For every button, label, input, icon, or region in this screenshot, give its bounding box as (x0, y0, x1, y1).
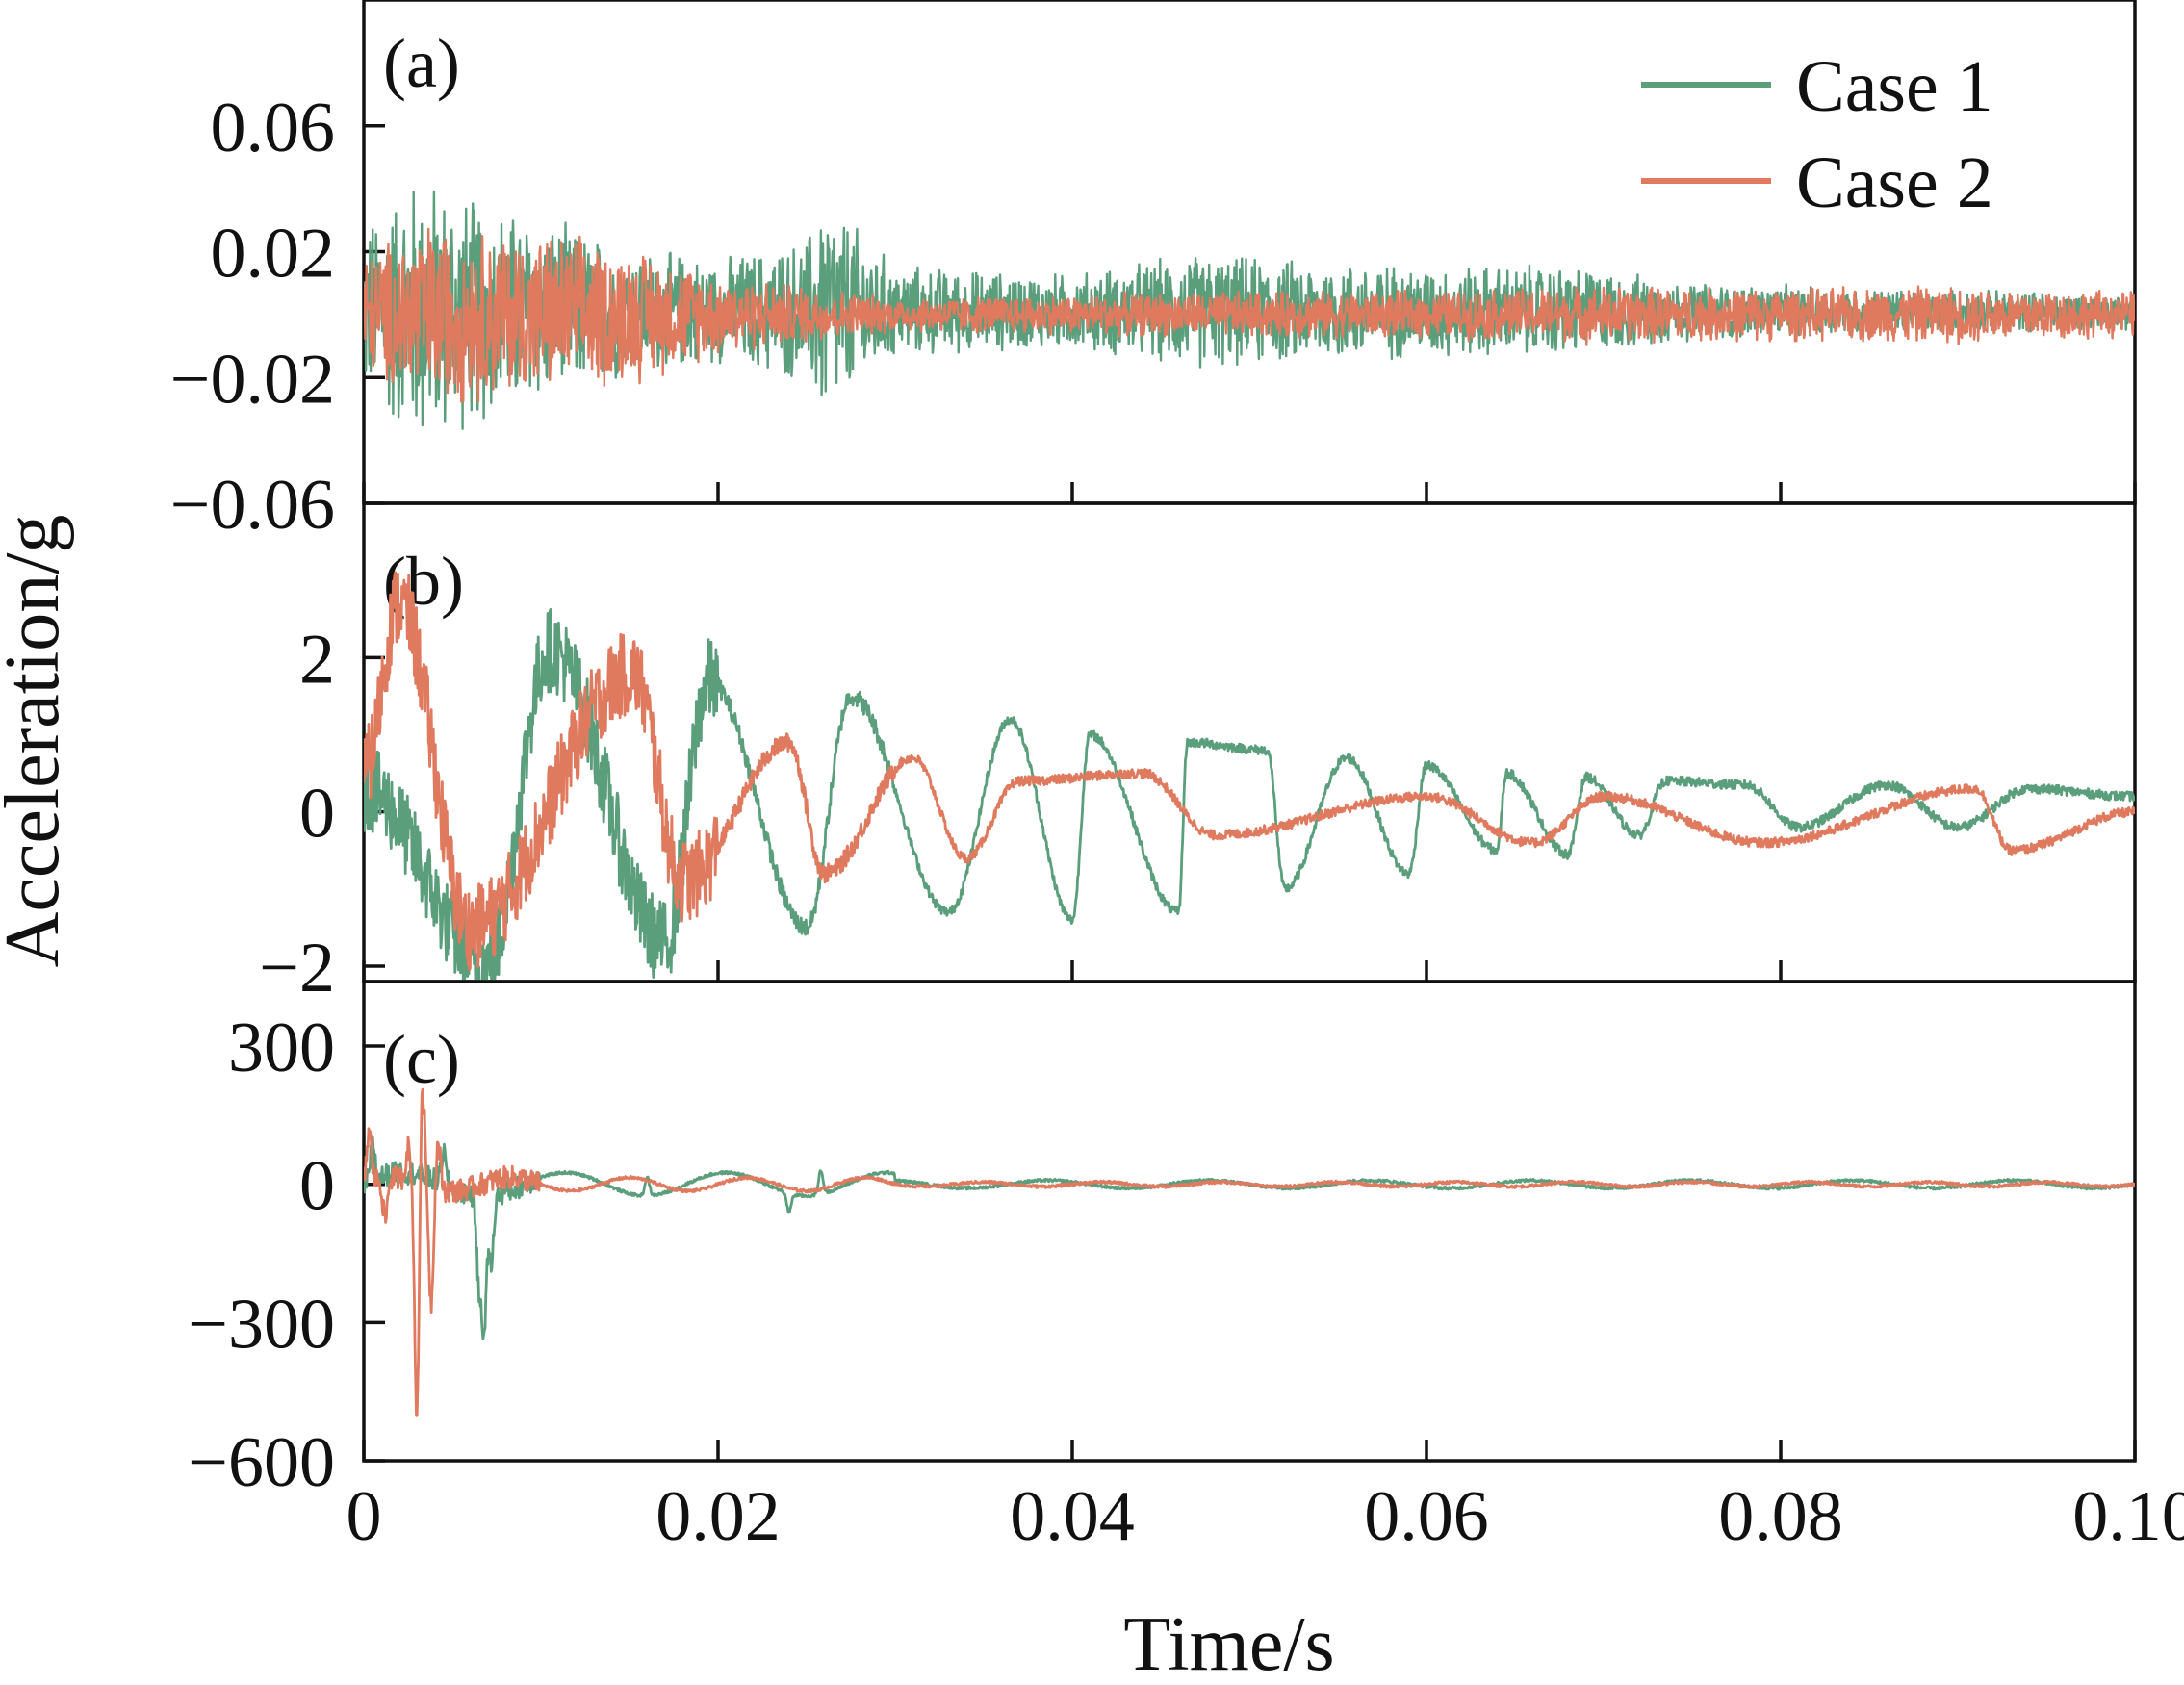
y-tick-label: −300 (188, 1285, 335, 1364)
y-tick-label: −2 (259, 929, 335, 1008)
traces (364, 190, 2135, 430)
series-line-2 (364, 571, 2135, 972)
x-tick-label: 0.08 (1718, 1477, 1843, 1556)
x-tick-label: 0.06 (1364, 1477, 1489, 1556)
x-tick-label: 0.10 (2072, 1477, 2184, 1556)
panel-label: (c) (383, 1021, 460, 1098)
legend-label-case-2: Case 2 (1796, 142, 1993, 223)
legend: Case 1 Case 2 (1641, 46, 1993, 223)
y-tick-label: 2 (299, 620, 335, 699)
series-line-2 (364, 1087, 2135, 1417)
series-line-1 (364, 608, 2135, 982)
y-tick-label: −0.06 (170, 466, 335, 545)
y-tick-label: 0 (299, 1147, 335, 1226)
x-tick-label: 0.02 (655, 1477, 781, 1556)
y-tick-label: 0.06 (211, 89, 336, 167)
x-axis: 0 0.02 0.04 0.06 0.08 0.10 (347, 482, 2184, 1556)
y-tick-label: 300 (228, 1008, 335, 1087)
panel-frame (362, 980, 2137, 1463)
traces (364, 571, 2135, 982)
y-tick-label: −0.02 (170, 340, 335, 419)
panel-a: 0.06 0.02 −0.02 −0.06 (a) (170, 0, 2137, 545)
series-line-1 (364, 1135, 2135, 1340)
y-tick-label: 0.02 (211, 215, 336, 294)
x-tick-label: 0.04 (1010, 1477, 1135, 1556)
x-axis-title: Time/s (1123, 1602, 1334, 1685)
panels-group: 0.060.02−0.02−0.06(a)20−2(b)3000−300−600… (170, 0, 2137, 1502)
panel-b: 20−2(b) (259, 501, 2137, 1008)
y-axis-title: Acceleration/g (0, 515, 75, 968)
y-tick-label: −600 (188, 1423, 335, 1502)
x-tick-label: 0 (347, 1477, 382, 1556)
panel-label: (a) (383, 25, 460, 102)
panel-c: 300 0 −300 −600 (c) (188, 980, 2137, 1502)
series-line-2 (364, 227, 2135, 403)
y-tick-label: 0 (299, 775, 335, 854)
legend-label-case-1: Case 1 (1796, 46, 1993, 127)
traces (364, 1087, 2135, 1417)
